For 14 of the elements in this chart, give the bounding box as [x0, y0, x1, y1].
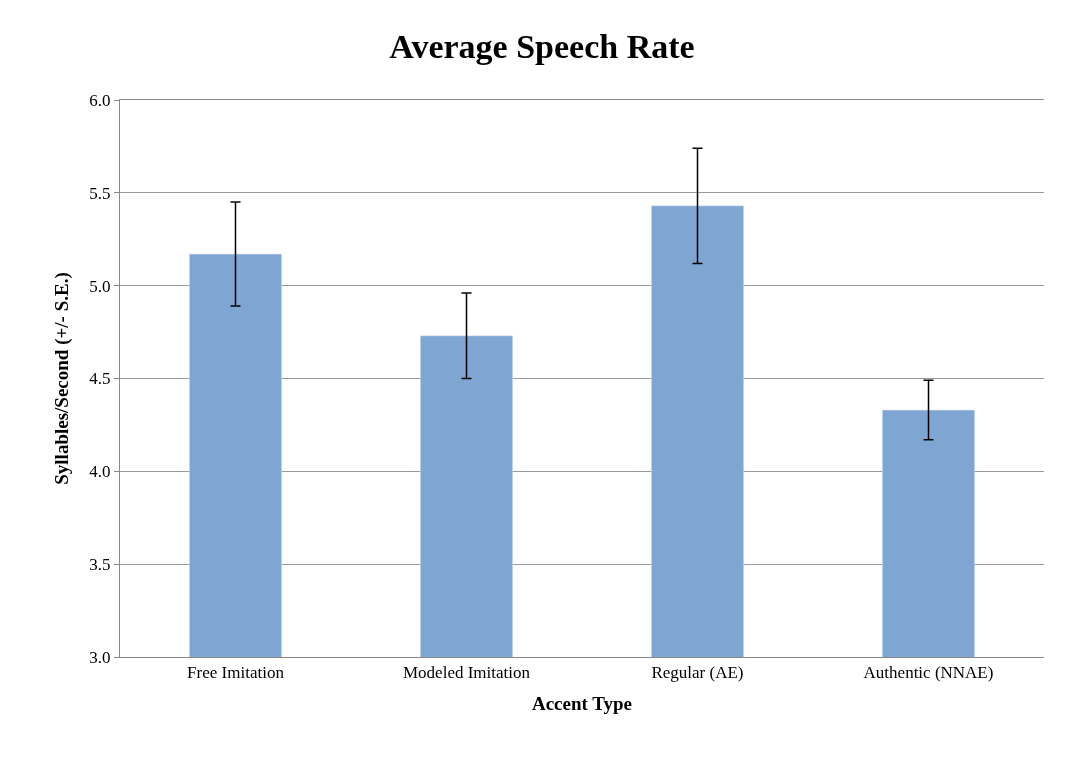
y-tick-label: 4.0: [89, 462, 111, 482]
y-tick-label: 4.5: [89, 369, 111, 389]
y-tick-label: 5.5: [89, 183, 111, 203]
y-tick-label: 5.0: [89, 276, 111, 296]
x-axis-title: Accent Type: [531, 693, 633, 715]
x-tick-label: Authentic (NNAE): [863, 663, 994, 683]
x-tick-label: Regular (AE): [651, 663, 744, 683]
x-tick-label: Free Imitation: [187, 663, 285, 683]
x-tick-label: Modeled Imitation: [402, 663, 531, 683]
y-axis-title: Syllables/Second (+/- S.E.): [51, 272, 74, 485]
y-tick-label: 6.0: [89, 90, 111, 110]
y-tick-label: 3.0: [89, 647, 111, 667]
chart-title: Average Speech Rate: [389, 28, 695, 66]
y-tick-label: 3.5: [89, 555, 111, 575]
